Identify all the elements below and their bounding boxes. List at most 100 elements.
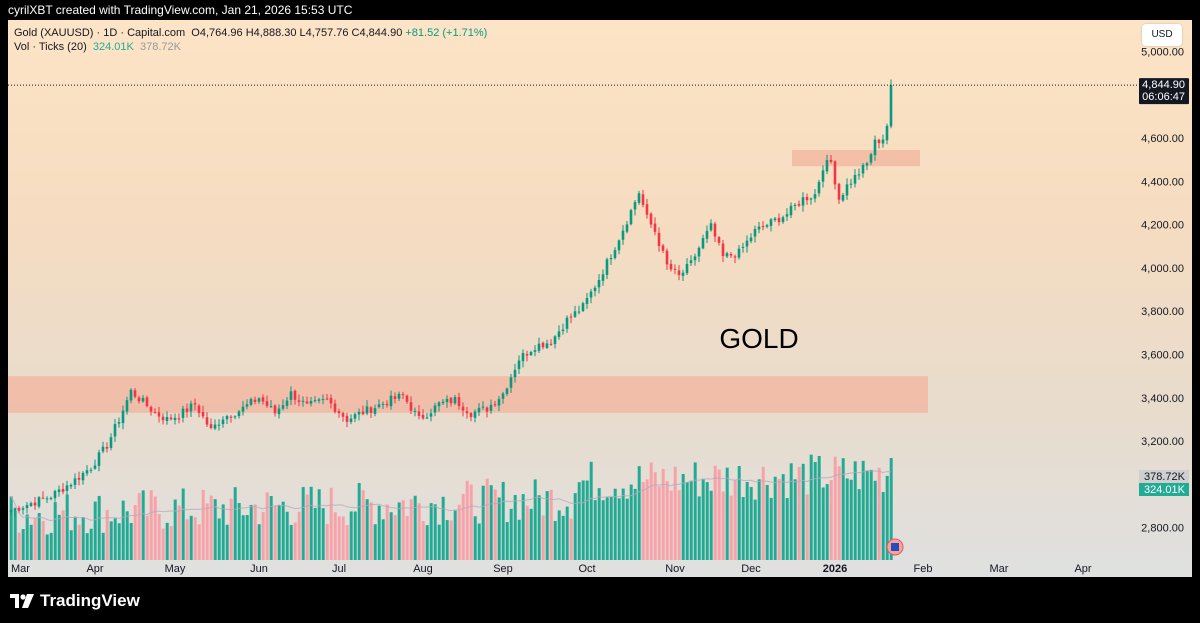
candle-body xyxy=(765,225,769,227)
candle-body xyxy=(69,484,73,487)
candle-body xyxy=(165,417,169,421)
candle-body xyxy=(777,217,781,223)
candle-body xyxy=(277,408,281,415)
candle-body xyxy=(313,400,317,402)
volume-bar xyxy=(97,495,101,560)
candle-body xyxy=(441,401,445,404)
candle-body xyxy=(177,418,181,420)
volume-bar xyxy=(797,466,801,560)
volume-bar xyxy=(765,484,769,560)
volume-bar xyxy=(505,522,509,560)
candle-body xyxy=(609,258,613,260)
volume-bar xyxy=(657,486,661,560)
volume-bar xyxy=(617,498,621,560)
volume-current: 324.01K xyxy=(92,41,134,53)
candle-body xyxy=(57,489,61,493)
volume-bar xyxy=(297,511,301,560)
volume-bar xyxy=(33,517,37,560)
volume-bar xyxy=(629,484,633,560)
candle-body xyxy=(553,336,557,345)
volume-bar xyxy=(649,462,653,560)
volume-bar xyxy=(453,510,457,560)
candle-body xyxy=(149,406,153,412)
candle-body xyxy=(129,389,133,401)
candle-body xyxy=(453,397,457,404)
support-resistance-zone xyxy=(8,376,928,413)
volume-bar xyxy=(557,510,561,560)
tradingview-logo[interactable]: TradingView xyxy=(10,591,140,611)
volume-bar xyxy=(645,479,649,560)
price-tag-value: 4,844.90 xyxy=(1142,79,1185,91)
candle-body xyxy=(625,224,629,232)
volume-current-tag xyxy=(1139,483,1189,496)
volume-bar xyxy=(173,499,177,560)
candle-body xyxy=(397,393,401,399)
open-value: O4,764.96 xyxy=(191,27,243,39)
volume-bar xyxy=(109,521,113,560)
volume-bar xyxy=(321,508,325,560)
candle-body xyxy=(497,399,501,406)
volume-bar xyxy=(169,526,173,560)
candle-body xyxy=(509,377,513,388)
volume-bar xyxy=(485,478,489,560)
volume-bar xyxy=(457,504,461,560)
candle-body xyxy=(669,263,673,270)
candle-body xyxy=(865,163,869,166)
volume-bar xyxy=(341,516,345,560)
candle-body xyxy=(809,198,813,200)
candle-body xyxy=(717,237,721,243)
volume-bar xyxy=(137,493,141,560)
volume-bar xyxy=(193,517,197,560)
volume-bar xyxy=(469,484,473,560)
candle-body xyxy=(133,390,137,397)
volume-bar xyxy=(273,505,277,560)
volume-bar xyxy=(177,505,181,560)
candle-body xyxy=(21,508,25,510)
candle-body xyxy=(89,469,93,471)
volume-bar xyxy=(861,460,865,560)
volume-avg-tag-value: 378.72K xyxy=(1144,471,1186,483)
candle-body xyxy=(593,287,597,292)
candle-body xyxy=(521,353,525,362)
volume-bar xyxy=(889,458,893,560)
candle-body xyxy=(641,194,645,205)
currency-button[interactable]: USD xyxy=(1142,24,1182,46)
candle-body xyxy=(161,416,165,421)
candle-body xyxy=(797,204,801,206)
volume-bar xyxy=(713,465,717,560)
volume-bar xyxy=(885,475,889,560)
volume-bar xyxy=(69,530,73,560)
volume-bar xyxy=(237,502,241,560)
x-tick-label: Mar xyxy=(990,563,1009,575)
volume-bar xyxy=(201,489,205,560)
x-tick-label: Sep xyxy=(493,563,513,575)
candle-body xyxy=(265,401,269,406)
candle-body xyxy=(813,194,817,199)
candle-body xyxy=(761,226,765,228)
candle-body xyxy=(45,498,49,500)
candle-body xyxy=(529,351,533,356)
chart-area[interactable]: 5,000.00 4,600.00 4,400.00 4,200.00 4,000.00… xyxy=(8,20,1192,577)
candle-body xyxy=(209,424,213,428)
volume-bar xyxy=(433,504,437,560)
candle-body xyxy=(481,406,485,408)
volume-bar xyxy=(601,500,605,560)
candle-body xyxy=(285,400,289,406)
candle-body xyxy=(289,391,293,400)
volume-bar xyxy=(305,494,309,560)
candle-body xyxy=(805,196,809,201)
price-chart[interactable]: 5,000.00 4,600.00 4,400.00 4,200.00 4,000.00… xyxy=(8,20,1192,577)
volume-bar xyxy=(749,486,753,560)
volume-bar xyxy=(605,497,609,560)
candle-body xyxy=(489,404,493,411)
volume-bar xyxy=(217,518,221,560)
candle-body xyxy=(305,401,309,404)
candle-body xyxy=(281,405,285,409)
volume-bar xyxy=(777,479,781,560)
candle-body xyxy=(629,210,633,225)
candle-body xyxy=(181,408,185,418)
candle-body xyxy=(257,398,261,402)
volume-bar xyxy=(61,510,65,560)
candle-body xyxy=(385,403,389,406)
volume-bar xyxy=(501,481,505,560)
